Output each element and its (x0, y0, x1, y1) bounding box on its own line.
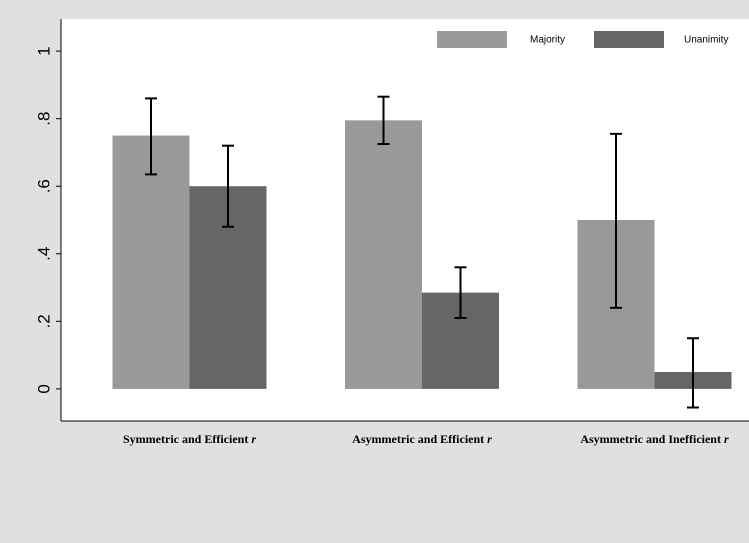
y-tick-label: .4 (35, 247, 54, 261)
legend: Majority Unanimity (437, 31, 728, 48)
x-category-label: Asymmetric and Inefficient r (580, 432, 729, 446)
error-bar-unanimity (222, 144, 234, 228)
x-category-label: Symmetric and Efficient r (123, 432, 256, 446)
legend-label-majority: Majority (530, 35, 565, 46)
y-tick-label: .6 (35, 179, 54, 193)
legend-swatch-unanimity (594, 31, 664, 48)
bars (112, 120, 732, 389)
y-tick-label: .2 (35, 314, 54, 328)
bar-majority (345, 120, 422, 389)
y-tick-label: 1 (35, 46, 54, 55)
x-category-label: Asymmetric and Efficient r (352, 432, 492, 446)
x-axis: Symmetric and Efficient r Asymmetric and … (61, 420, 749, 446)
y-axis: 0 .2 .4 .6 .8 1 (35, 19, 62, 421)
error-bar-majority (610, 132, 622, 309)
legend-label-unanimity: Unanimity (684, 35, 728, 46)
error-bar-unanimity (687, 337, 699, 409)
error-bar-unanimity (454, 266, 467, 319)
error-bar-majority (145, 97, 157, 176)
legend-swatch-majority (437, 31, 507, 48)
y-tick-label: 0 (35, 384, 54, 393)
error-bar-majority (377, 95, 390, 145)
bar-majority (112, 135, 190, 389)
y-tick-label: .8 (35, 112, 54, 126)
error-bars (145, 95, 699, 409)
